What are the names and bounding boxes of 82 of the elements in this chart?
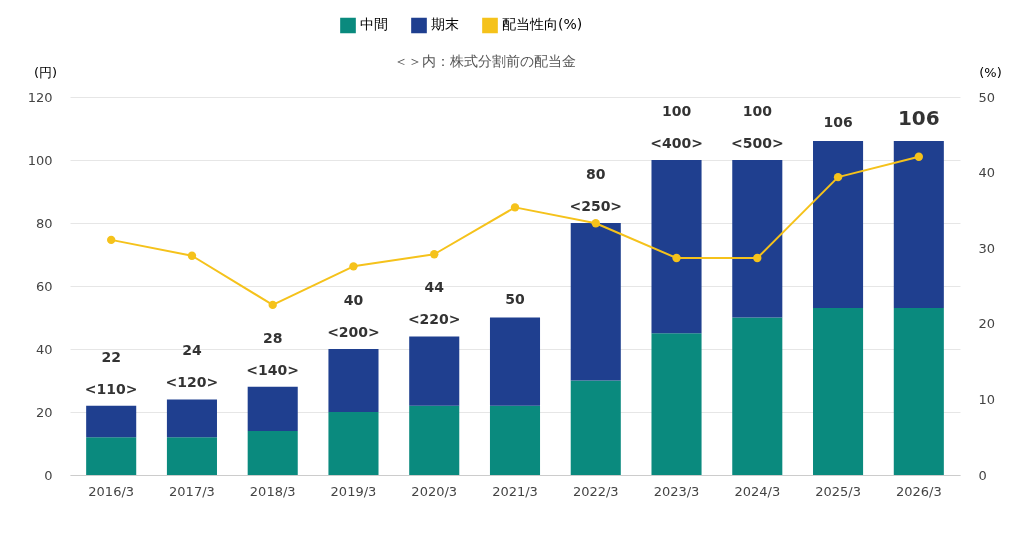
total-label: 80 (586, 166, 606, 182)
total-label: 106 (897, 106, 940, 131)
x-tick-label: 2024/3 (734, 483, 781, 499)
bar (732, 160, 783, 318)
point (833, 172, 843, 182)
annotation: <120> (165, 374, 219, 391)
bar (166, 437, 217, 475)
bar (489, 317, 541, 406)
y2-tick-label: 40 (978, 165, 996, 181)
x-tick-label: 2025/3 (815, 483, 861, 499)
point (268, 300, 277, 310)
y-tick-label: 20 (35, 404, 53, 420)
total-label: 44 (424, 279, 445, 296)
x-tick-label: 2016/3 (88, 483, 135, 499)
x-tick-label: 2026/3 (895, 483, 942, 499)
annotation: <250> (569, 198, 623, 214)
bar (489, 405, 541, 475)
y2-axis-title: (%) (979, 64, 1002, 80)
point (430, 250, 439, 259)
y2-tick-label: 30 (978, 240, 996, 256)
y-tick-label: 60 (35, 278, 53, 294)
bar (86, 437, 137, 475)
y2-tick-label: 0 (978, 467, 987, 483)
point (187, 251, 197, 260)
bar (570, 380, 621, 475)
point (672, 253, 681, 263)
bar (247, 386, 298, 431)
x-tick-label: 2023/3 (653, 483, 700, 499)
bar (813, 308, 864, 475)
annotation: <220> (407, 311, 461, 328)
y-tick-label: 0 (44, 467, 53, 483)
total-label: 40 (343, 292, 364, 308)
y-axis-title: (円) (33, 64, 58, 80)
bar (409, 336, 460, 406)
annotation: <200> (327, 324, 380, 340)
bar (893, 141, 944, 309)
total-label: 100 (661, 103, 692, 119)
total-label: 24 (182, 342, 202, 359)
legend-label: 配当性向(%) (502, 16, 583, 33)
x-tick-label: 2020/3 (411, 483, 458, 499)
y-tick-label: 80 (35, 215, 53, 231)
bar (893, 308, 944, 475)
bar (813, 141, 864, 309)
bar (732, 317, 783, 475)
annotation: <110> (84, 380, 138, 397)
point (753, 253, 762, 263)
bar (166, 399, 217, 438)
x-tick-label: 2018/3 (249, 483, 296, 499)
bar (651, 333, 702, 475)
bar (409, 405, 460, 475)
y-tick-label: 40 (35, 341, 53, 357)
y2-tick-label: 50 (978, 89, 996, 105)
total-label: 50 (505, 290, 525, 307)
y-tick-label: 100 (27, 152, 53, 168)
annotation: <400> (650, 135, 703, 151)
point (914, 152, 923, 161)
y2-tick-label: 10 (978, 391, 996, 407)
bar (86, 405, 137, 438)
bar (570, 223, 621, 381)
annotation: <140> (246, 361, 300, 378)
bar (328, 412, 379, 475)
point (349, 262, 358, 271)
x-tick-label: 2017/3 (169, 483, 215, 499)
y2-tick-label: 20 (978, 316, 996, 332)
total-label: 106 (823, 114, 853, 131)
point (591, 219, 600, 228)
bar (328, 349, 379, 412)
bar (651, 160, 702, 334)
point (510, 203, 520, 212)
annotation: <500> (730, 135, 784, 151)
legend-label: 中間 (360, 16, 388, 33)
total-label: 28 (262, 329, 283, 346)
total-label: 22 (101, 348, 121, 365)
bar (247, 430, 298, 475)
x-tick-label: 2021/3 (492, 483, 538, 499)
legend-label: 期末 (431, 16, 459, 33)
total-label: 100 (742, 103, 773, 119)
chart-subtitle: ＜＞内：株式分割前の配当金 (394, 53, 576, 69)
x-tick-label: 2022/3 (572, 483, 619, 499)
x-tick-label: 2019/3 (330, 483, 377, 499)
y-tick-label: 120 (27, 89, 53, 105)
point (107, 235, 116, 245)
